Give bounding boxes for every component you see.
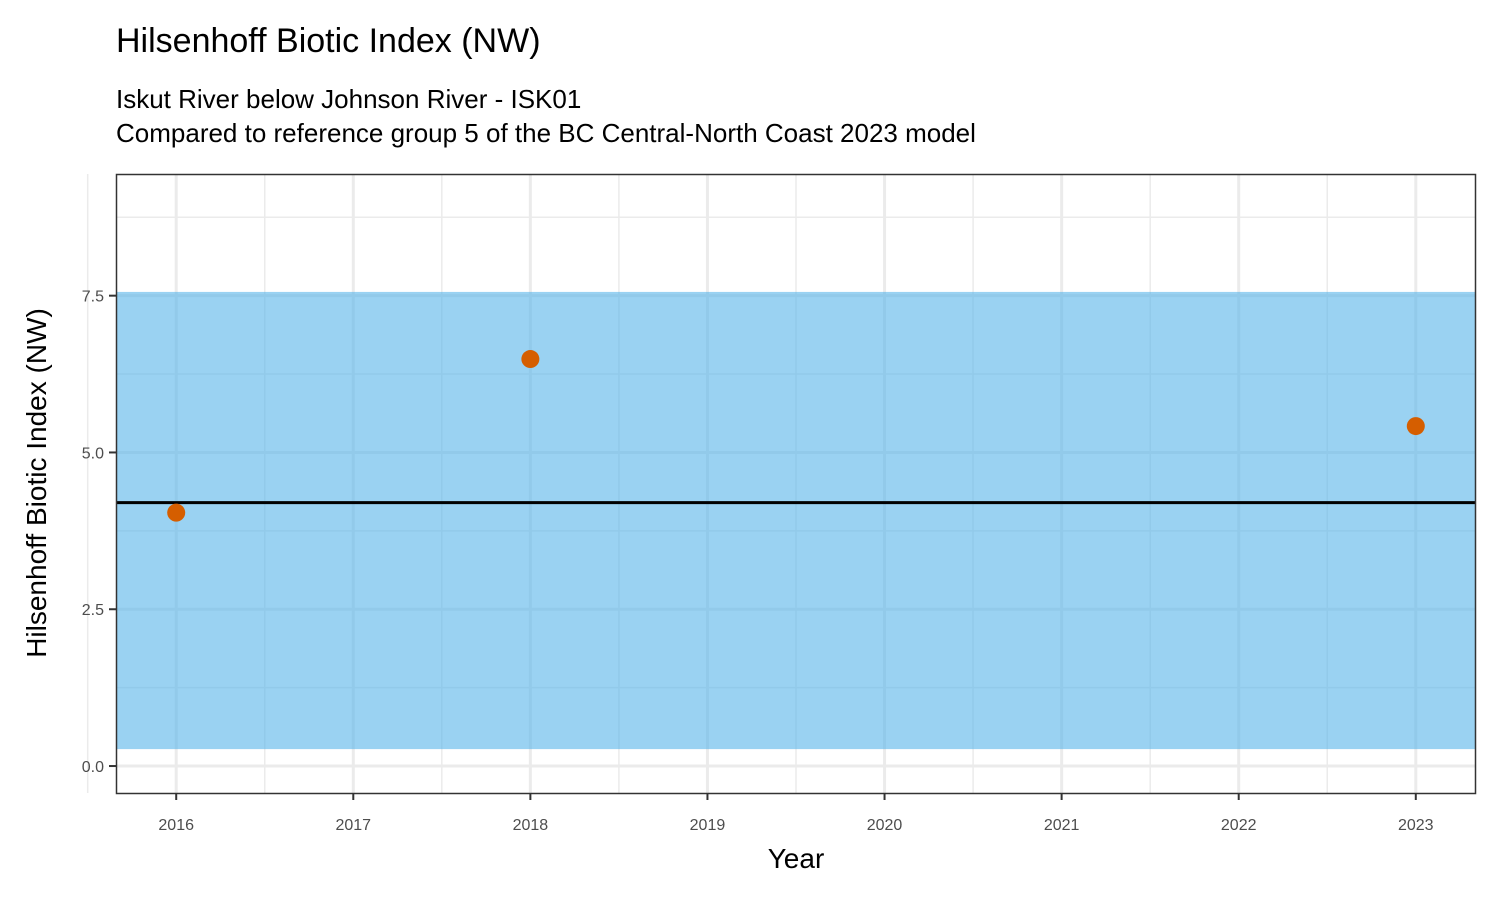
data-point-2016 bbox=[167, 503, 186, 522]
chart-subtitle-line-2: Compared to reference group 5 of the BC … bbox=[116, 118, 976, 148]
plot-panel-border bbox=[115, 173, 1477, 795]
x-tick-label: 2019 bbox=[690, 817, 726, 834]
data-point-2023 bbox=[1406, 417, 1425, 436]
y-tick-label: 5.0 bbox=[82, 445, 104, 462]
x-tick-label: 2021 bbox=[1044, 817, 1080, 834]
y-axis: 0.0 2.5 5.0 7.5 bbox=[82, 289, 116, 776]
chart-title: Hilsenhoff Biotic Index (NW) bbox=[116, 22, 541, 60]
reference-band-layer bbox=[116, 291, 1476, 750]
y-tick-label: 2.5 bbox=[82, 602, 104, 619]
x-tick-label: 2017 bbox=[335, 817, 371, 834]
y-tick-label: 7.5 bbox=[82, 289, 104, 306]
y-axis-label: Hilsenhoff Biotic Index (NW) bbox=[21, 308, 52, 658]
y-tick-label: 0.0 bbox=[82, 759, 104, 776]
x-axis-label: Year bbox=[768, 843, 825, 874]
x-axis: 2016 2017 2018 2019 2020 2021 2022 2023 bbox=[158, 793, 1434, 834]
x-tick-label: 2018 bbox=[513, 817, 549, 834]
x-tick-label: 2022 bbox=[1221, 817, 1257, 834]
x-tick-label: 2020 bbox=[867, 817, 903, 834]
x-tick-label: 2023 bbox=[1398, 817, 1434, 834]
marks-layer bbox=[116, 350, 1476, 522]
data-point-2018 bbox=[521, 350, 540, 369]
reference-band bbox=[116, 291, 1476, 750]
x-tick-label: 2016 bbox=[158, 817, 194, 834]
chart-subtitle-line-1: Iskut River below Johnson River - ISK01 bbox=[116, 84, 581, 114]
